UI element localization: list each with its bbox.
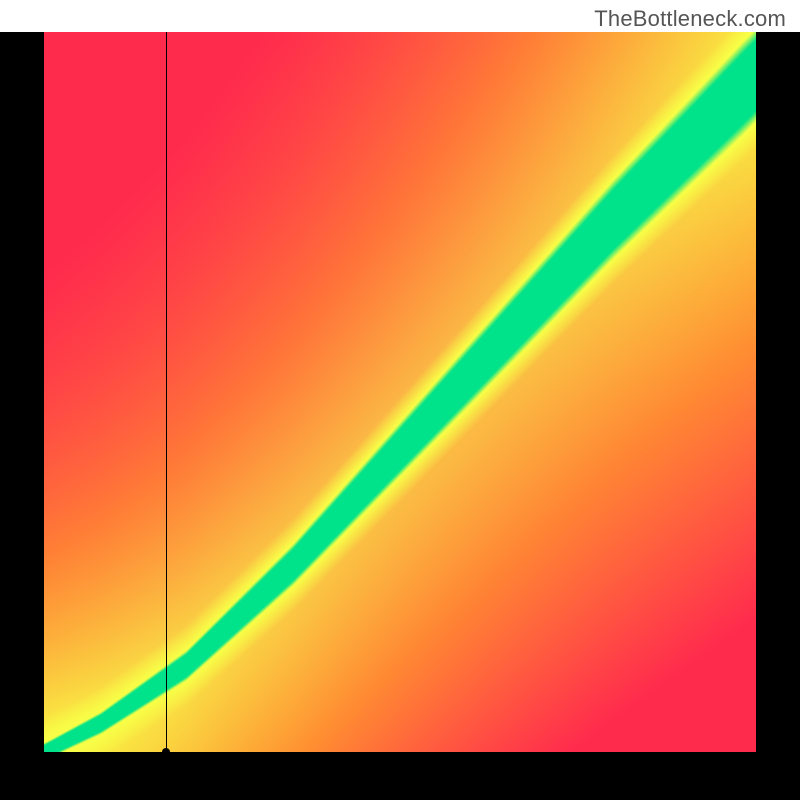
heatmap-plot: [44, 32, 756, 752]
crosshair-marker-dot: [162, 748, 170, 752]
crosshair-vertical-line: [166, 32, 167, 752]
heatmap-canvas: [44, 32, 756, 752]
chart-frame: [0, 32, 800, 800]
watermark-text: TheBottleneck.com: [594, 6, 786, 32]
